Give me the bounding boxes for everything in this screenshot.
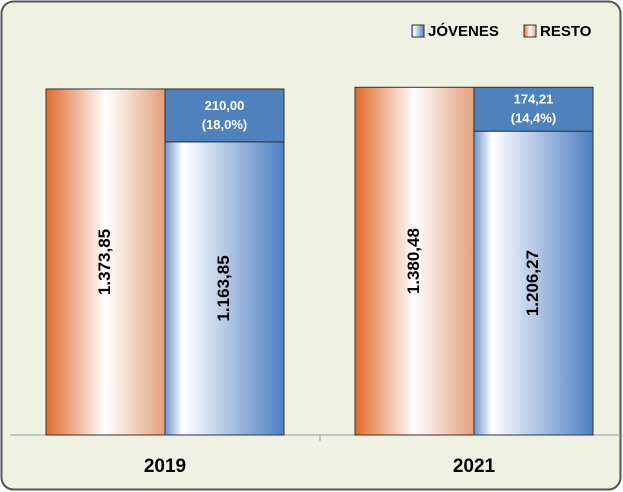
bar (45, 88, 166, 436)
legend-label: RESTO (540, 23, 592, 40)
gap-bar (164, 88, 285, 143)
gap-percent: (14,4%) (511, 111, 557, 126)
value-label: 1.380,48 (404, 228, 423, 294)
legend-swatch (523, 24, 537, 38)
x-tick-label: 2019 (144, 456, 186, 477)
value-label: 1.163,85 (214, 255, 233, 321)
value-label: 1.206,27 (523, 250, 542, 316)
gap-label: 174,21 (514, 92, 554, 107)
bar (473, 130, 594, 436)
bar (354, 86, 475, 436)
x-tick-label: 2021 (453, 456, 496, 477)
legend-swatch (411, 24, 425, 38)
legend-label: JÓVENES (428, 22, 499, 40)
gap-label: 210,00 (205, 98, 245, 113)
bar (164, 141, 285, 436)
gap-bar (473, 86, 594, 132)
value-label: 1.373,85 (95, 229, 114, 295)
gap-percent: (18,0%) (202, 117, 248, 132)
